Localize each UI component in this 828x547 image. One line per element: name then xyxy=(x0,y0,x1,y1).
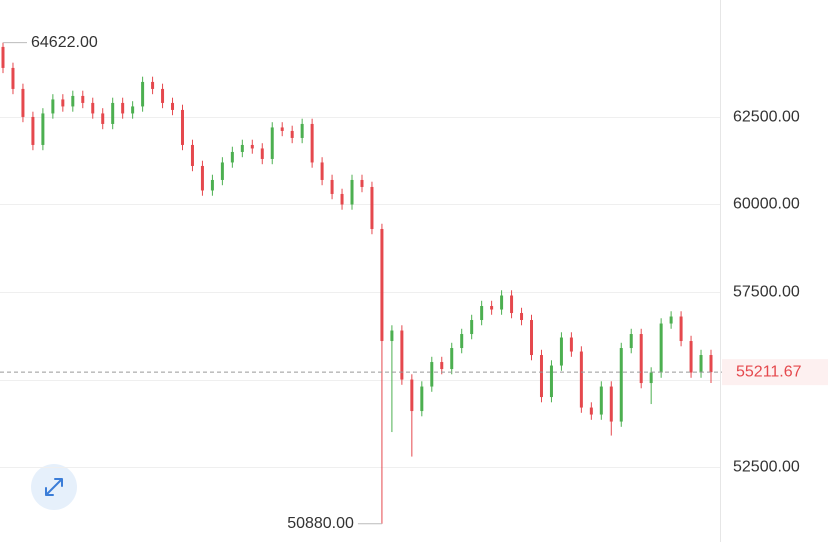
candles xyxy=(1,42,713,524)
candle-body xyxy=(141,81,145,107)
candle-body xyxy=(350,179,354,205)
candle-body xyxy=(679,316,683,342)
candle-body xyxy=(539,355,543,398)
candle-body xyxy=(669,316,673,324)
candle-body xyxy=(250,144,254,149)
candle-body xyxy=(1,46,5,68)
candle-body xyxy=(599,386,603,415)
candle-body xyxy=(530,320,534,356)
candle-body xyxy=(340,193,344,205)
candle-body xyxy=(589,407,593,415)
candle-body xyxy=(400,330,404,380)
y-tick-label: 57500.00 xyxy=(733,284,800,301)
candle-body xyxy=(71,95,75,107)
candle-body xyxy=(659,323,663,373)
candle-body xyxy=(390,330,394,342)
candle-body xyxy=(270,127,274,159)
candle-body xyxy=(11,67,15,89)
candle-body xyxy=(111,102,115,124)
candle-body xyxy=(21,88,25,117)
candle-body xyxy=(569,337,573,352)
low-marker-label: 50880.00 xyxy=(287,515,354,532)
candle-body xyxy=(430,362,434,387)
y-tick-label: 62500.00 xyxy=(733,109,800,126)
candle-body xyxy=(210,179,214,191)
candle-body xyxy=(300,123,304,138)
candle-body xyxy=(480,306,484,321)
candle-body xyxy=(689,341,693,373)
candle-body xyxy=(131,106,135,114)
candle-body xyxy=(31,116,35,145)
candle-body xyxy=(280,127,284,131)
candle-body xyxy=(121,102,125,114)
candle-body xyxy=(41,113,45,145)
candle-body xyxy=(639,334,643,384)
candle-body xyxy=(699,355,703,373)
candle-body xyxy=(61,99,65,107)
candle-body xyxy=(500,295,504,310)
candle-body xyxy=(220,162,224,180)
candle-body xyxy=(320,162,324,180)
candle-body xyxy=(629,334,633,349)
candle-body xyxy=(520,313,524,321)
candle-body xyxy=(460,334,464,349)
candle-body xyxy=(370,186,374,229)
candle-body xyxy=(51,99,55,114)
last-price-label: 55211.67 xyxy=(736,363,802,380)
candle-body xyxy=(619,348,623,422)
candle-body xyxy=(549,365,553,398)
last-price-badge xyxy=(722,359,828,386)
high-marker-label: 64622.00 xyxy=(31,34,98,51)
candle-body xyxy=(579,351,583,408)
candle-body xyxy=(450,348,454,370)
candle-body xyxy=(171,102,175,110)
candle-body xyxy=(709,355,713,373)
candle-body xyxy=(420,386,424,412)
candle-body xyxy=(470,320,474,335)
candle-body xyxy=(360,179,364,187)
candle-body xyxy=(91,102,95,114)
expand-button[interactable] xyxy=(31,464,77,510)
candle-body xyxy=(559,337,563,366)
candle-body xyxy=(649,372,653,384)
candle-body xyxy=(609,386,613,422)
candle-body xyxy=(380,228,384,342)
candle-body xyxy=(240,144,244,152)
candle-body xyxy=(510,295,514,314)
candle-body xyxy=(161,88,165,103)
candle-body xyxy=(101,113,105,124)
candle-body xyxy=(490,306,494,310)
candle-body xyxy=(180,109,184,145)
y-tick-label: 60000.00 xyxy=(733,196,800,213)
y-tick-label: 52500.00 xyxy=(733,459,800,476)
candle-body xyxy=(290,130,294,138)
candle-body xyxy=(440,362,444,370)
candle-body xyxy=(230,151,234,163)
candle-body xyxy=(330,179,334,194)
candle-body xyxy=(151,81,155,89)
expand-icon[interactable] xyxy=(45,478,63,496)
candle-body xyxy=(410,379,414,412)
candle-body xyxy=(310,123,314,163)
candle-body xyxy=(81,95,85,103)
candle-body xyxy=(190,144,194,166)
candle-body xyxy=(260,148,264,159)
candle-body xyxy=(200,165,204,191)
